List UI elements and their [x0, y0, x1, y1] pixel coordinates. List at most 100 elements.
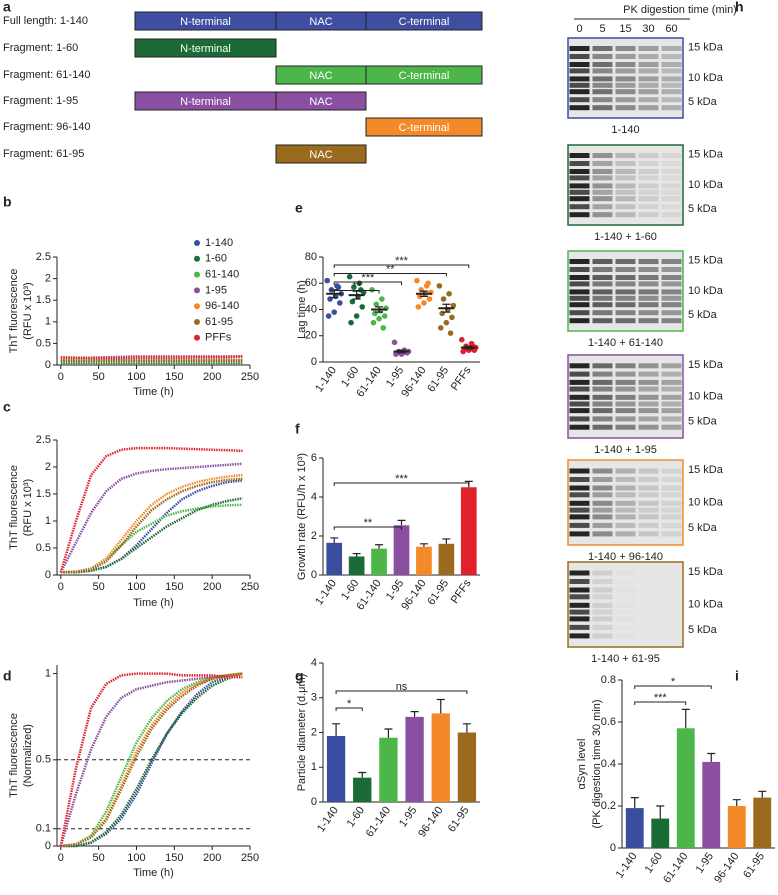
- y-tick-label: 0: [45, 840, 51, 852]
- bar: [457, 732, 477, 802]
- gel-band: [615, 485, 636, 491]
- significance-label: *: [671, 676, 676, 688]
- significance-bracket: [634, 701, 687, 705]
- row-label: Full length: 1-140: [3, 15, 88, 27]
- y-axis-label: ThT fluorescence: [8, 713, 20, 798]
- domain-box: [134, 38, 277, 58]
- data-point: [324, 277, 331, 284]
- gel-band: [569, 522, 590, 528]
- gel-band: [569, 408, 590, 414]
- domain-label: C-terminal: [399, 70, 450, 82]
- gel-band: [615, 62, 636, 67]
- data-point: [437, 325, 444, 331]
- significance-label: ns: [396, 681, 408, 693]
- x-tick-label: 1-140: [315, 805, 341, 835]
- marker-label: 5 kDa: [688, 203, 718, 215]
- gel-band: [569, 169, 590, 174]
- domain-label: N-terminal: [180, 16, 231, 28]
- gel-band: [592, 302, 613, 308]
- x-tick-label: 250: [241, 371, 259, 383]
- gel-band: [592, 609, 613, 615]
- blot-caption: 1-140 + 1-60: [594, 231, 657, 243]
- domain-label: NAC: [309, 149, 332, 161]
- marker-label: 15 kDa: [688, 566, 724, 578]
- gel-band: [661, 522, 682, 528]
- data-point: [359, 304, 366, 310]
- gel-band: [661, 500, 682, 506]
- error-bar: [462, 723, 471, 733]
- gel-band: [569, 54, 590, 59]
- x-tick-label: 96-140: [416, 805, 445, 840]
- bar: [379, 737, 398, 802]
- y-tick-label: 1: [311, 761, 317, 773]
- gel-band: [569, 492, 590, 498]
- x-tick-label: 1-140: [313, 365, 339, 395]
- gel-band: [569, 281, 590, 287]
- x-tick-label: 150: [165, 852, 183, 864]
- x-tick-label: 200: [203, 581, 221, 593]
- gel-band: [569, 318, 590, 324]
- gel-frame: [567, 459, 684, 546]
- marker-label: 10 kDa: [688, 390, 724, 402]
- gel-band: [615, 189, 636, 195]
- gel-band: [592, 259, 613, 264]
- data-point: [391, 339, 398, 346]
- gel-band: [661, 259, 682, 264]
- gel-band: [569, 485, 590, 491]
- data-point: [376, 315, 382, 322]
- gel-band: [569, 514, 590, 520]
- gel-band: [569, 477, 590, 482]
- gel-band: [638, 82, 659, 88]
- series-line: [59, 446, 243, 573]
- significance-bracket: [333, 482, 470, 486]
- gel-band: [569, 579, 590, 584]
- gel-band: [661, 302, 682, 308]
- x-tick-label: 50: [93, 371, 105, 383]
- error-bar: [758, 790, 767, 798]
- domain-label: N-terminal: [180, 96, 231, 108]
- gel-band: [592, 105, 613, 111]
- gel-band: [661, 189, 682, 195]
- gel-frame: [567, 561, 684, 648]
- gel-band: [616, 594, 636, 599]
- gel-band: [638, 302, 659, 308]
- gel-title: PK digestion time (min): [623, 4, 737, 16]
- data-point: [337, 300, 343, 306]
- gel-band: [638, 153, 659, 158]
- y-axis-label: (RFU x 10³): [22, 479, 34, 536]
- bar: [326, 735, 346, 802]
- gel-band: [569, 196, 590, 202]
- domain-label: NAC: [309, 96, 332, 108]
- data-point: [380, 325, 387, 331]
- gel-band: [616, 616, 636, 621]
- gel-band: [662, 571, 682, 576]
- gel-band: [662, 610, 682, 615]
- gel-band: [615, 259, 636, 264]
- bar: [405, 716, 424, 802]
- y-tick-label: 0: [610, 842, 616, 854]
- error-bar: [375, 306, 384, 313]
- gel-band: [569, 267, 590, 272]
- gel-band: [662, 616, 682, 621]
- gel-band: [661, 371, 682, 377]
- gel-band: [661, 318, 682, 324]
- gel-band: [661, 514, 682, 520]
- legend-marker: [194, 334, 200, 341]
- gel-band: [615, 196, 636, 202]
- gel-band: [639, 610, 659, 615]
- domain-label: C-terminal: [399, 122, 450, 134]
- data-point: [351, 284, 357, 290]
- data-point: [325, 313, 332, 319]
- gel-frame: [567, 144, 684, 226]
- significance-label: **: [352, 280, 361, 292]
- marker-label: 10 kDa: [688, 72, 724, 84]
- y-tick-label: 3: [311, 692, 317, 704]
- domain-box: [365, 65, 483, 85]
- error-bar: [707, 752, 716, 762]
- gel-band: [638, 212, 659, 218]
- y-tick-label: 1: [45, 515, 51, 527]
- gel-band: [615, 394, 636, 400]
- gel-band: [616, 603, 636, 608]
- gel-band: [639, 571, 659, 576]
